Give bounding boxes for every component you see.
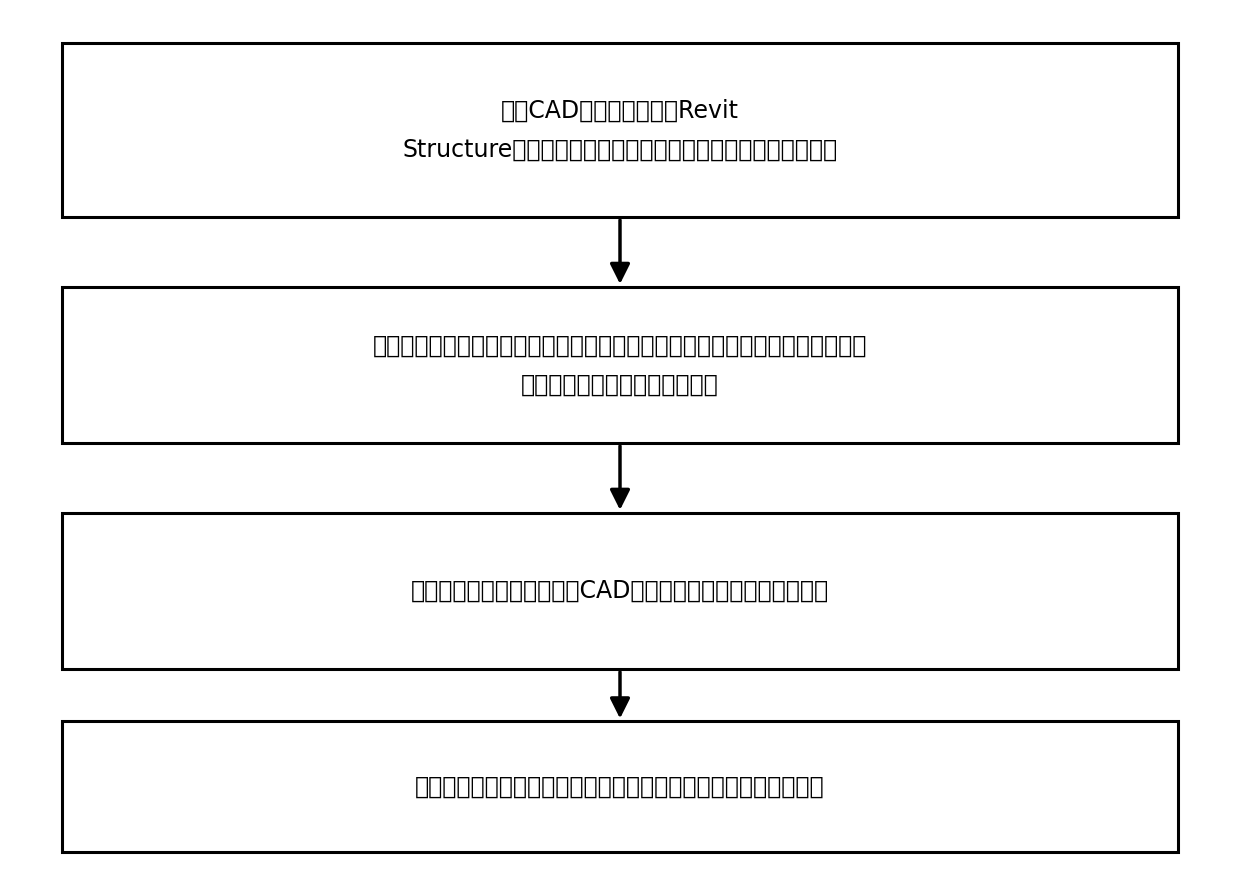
Text: 对三维柱梁钢筋根据施工现场情况自由组合、拆分，将构件进行施工工序的编号
，生成相应的施工工序流程模拟: 对三维柱梁钢筋根据施工现场情况自由组合、拆分，将构件进行施工工序的编号 ，生成相… xyxy=(373,334,867,396)
Text: 根据CAD梁柱结构详图在Revit
Structure中用预置三维钢筋布置模块形成三维梁柱钢筋并布置: 根据CAD梁柱结构详图在Revit Structure中用预置三维钢筋布置模块形… xyxy=(403,99,837,162)
FancyBboxPatch shape xyxy=(62,513,1178,669)
FancyBboxPatch shape xyxy=(62,43,1178,217)
Text: 依据该二维图和钢筋施工工序流程模拟，在施工现场指导现场施工: 依据该二维图和钢筋施工工序流程模拟，在施工现场指导现场施工 xyxy=(415,774,825,799)
Text: 将三维柱梁钢筋转换输出为CAD二维图，根据该二维图加工构件: 将三维柱梁钢筋转换输出为CAD二维图，根据该二维图加工构件 xyxy=(410,579,830,603)
FancyBboxPatch shape xyxy=(62,287,1178,443)
FancyBboxPatch shape xyxy=(62,721,1178,852)
